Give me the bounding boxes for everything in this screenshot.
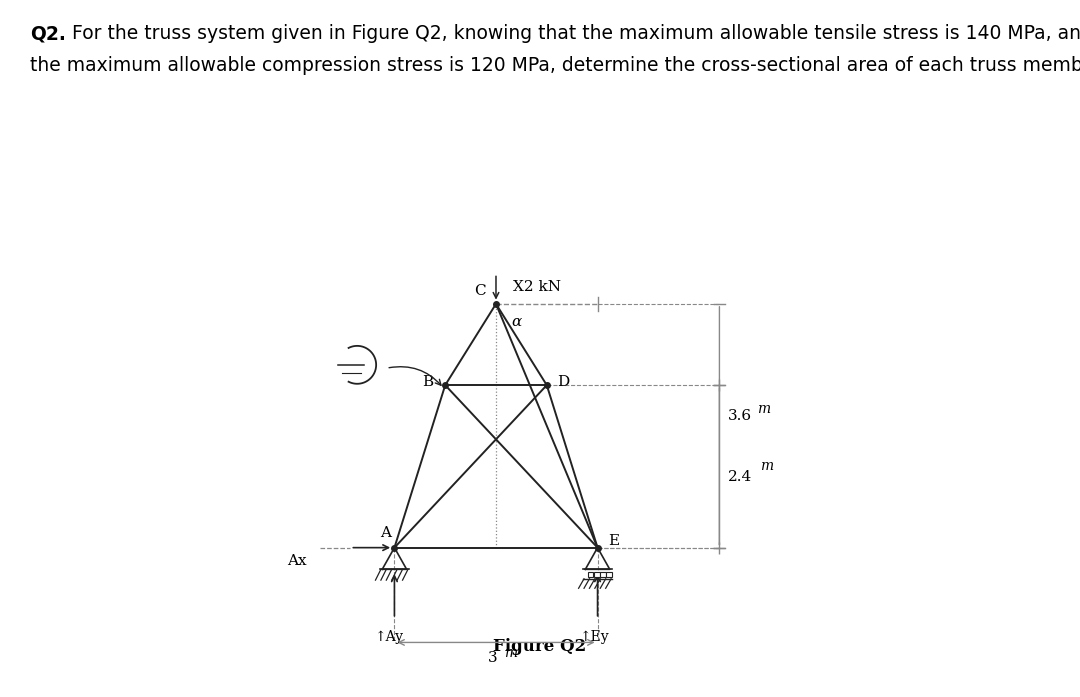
Text: Figure Q2: Figure Q2 — [494, 638, 586, 655]
Text: m: m — [757, 402, 770, 416]
Text: For the truss system given in Figure Q2, knowing that the maximum allowable tens: For the truss system given in Figure Q2,… — [66, 24, 1080, 43]
Text: 3: 3 — [488, 650, 498, 664]
Text: A: A — [380, 526, 391, 539]
Text: ↑Ey: ↑Ey — [579, 630, 609, 644]
Text: Ax: Ax — [287, 554, 307, 569]
Text: 2.4: 2.4 — [728, 470, 752, 484]
Bar — [594, 572, 599, 577]
Text: α: α — [511, 314, 522, 328]
Bar — [600, 572, 606, 577]
Bar — [589, 572, 594, 577]
Bar — [606, 572, 611, 577]
Text: D: D — [557, 375, 569, 389]
Text: m: m — [504, 647, 517, 661]
Text: E: E — [608, 534, 619, 548]
Text: Q2.: Q2. — [30, 24, 66, 43]
Text: C: C — [474, 284, 486, 298]
Text: 3.6: 3.6 — [728, 408, 752, 422]
Text: m: m — [760, 459, 773, 473]
Text: B: B — [422, 375, 433, 389]
Text: X2 kN: X2 kN — [513, 279, 561, 293]
Text: the maximum allowable compression stress is 120 MPa, determine the cross-section: the maximum allowable compression stress… — [30, 56, 1080, 75]
Text: ↑Ay: ↑Ay — [375, 630, 404, 644]
